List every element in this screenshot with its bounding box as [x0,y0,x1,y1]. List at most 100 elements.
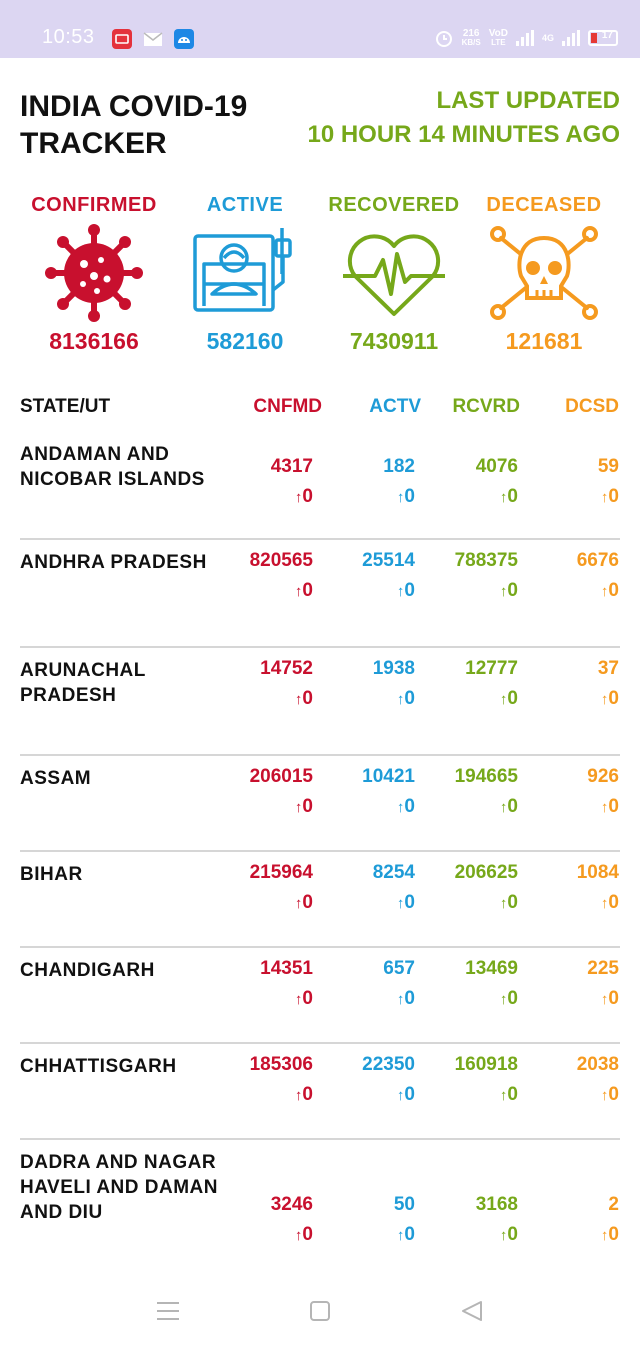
cell-dcsd: 1084 [576,862,619,883]
last-updated: LAST UPDATED 10 HOUR 14 MINUTES AGO [307,84,620,152]
signal-icon [515,30,534,46]
status-time: 10:53 [42,26,95,48]
up-arrow-icon: ↑ [499,1227,508,1244]
table-row[interactable]: ANDHRA PRADESH 820565 ↑0 25514 ↑0 788375 ↑0 667… [20,540,620,648]
delta-value: 0 [608,486,619,507]
up-arrow-icon: ↑ [396,489,405,506]
notification-app-icon [112,29,132,49]
status-bar: 10:53 216 KB/S VoD LTE 4G 17 [0,0,640,58]
delta-actv: ↑0 [397,1084,415,1106]
up-arrow-icon: ↑ [600,991,609,1008]
up-arrow-icon: ↑ [294,1227,303,1244]
delta-cnfmd: ↑0 [295,988,313,1010]
up-arrow-icon: ↑ [600,895,609,912]
battery-icon: 17 [588,30,618,46]
state-name: ANDHRA PRADESH [20,552,207,573]
state-name: CHANDIGARH [20,960,155,981]
delta-value: 0 [507,1084,518,1105]
home-icon[interactable] [309,1300,331,1322]
col-state: STATE/UT [20,396,111,417]
table-row[interactable]: ASSAM 206015 ↑0 10421 ↑0 194665 ↑0 926 ↑0 [20,756,620,852]
delta-dcsd: ↑0 [601,1224,619,1246]
delta-value: 0 [507,580,518,601]
delta-dcsd: ↑0 [601,892,619,914]
delta-value: 0 [404,688,415,709]
cell-cnfmd: 3246 [270,1194,313,1215]
net-speed: 216 KB/S [461,28,481,48]
delta-dcsd: ↑0 [601,580,619,602]
up-arrow-icon: ↑ [499,991,508,1008]
delta-dcsd: ↑0 [601,486,619,508]
delta-rcvrd: ↑0 [500,580,518,602]
cell-dcsd: 6676 [576,550,619,571]
cell-actv: 8254 [372,862,415,883]
delta-cnfmd: ↑0 [295,892,313,914]
up-arrow-icon: ↑ [294,691,303,708]
delta-cnfmd: ↑0 [295,1224,313,1246]
up-arrow-icon: ↑ [396,1087,405,1104]
menu-icon[interactable] [156,1300,180,1322]
table-row[interactable]: CHANDIGARH 14351 ↑0 657 ↑0 13469 ↑0 225 ↑0 [20,948,620,1044]
table-row[interactable]: BIHAR 215964 ↑0 8254 ↑0 206625 ↑0 1084 ↑0 [20,852,620,948]
cell-dcsd: 2038 [576,1054,619,1075]
cell-cnfmd: 14752 [260,658,313,679]
delta-dcsd: ↑0 [601,688,619,710]
cell-dcsd: 926 [587,766,619,787]
app-title: INDIA COVID-19 TRACKER [20,90,248,160]
delta-value: 0 [302,486,313,507]
delta-actv: ↑0 [397,580,415,602]
delta-actv: ↑0 [397,486,415,508]
delta-actv: ↑0 [397,1224,415,1246]
state-name: BIHAR [20,864,83,885]
summary-active: ACTIVE 582160 [170,190,320,355]
back-icon[interactable] [460,1300,484,1322]
cell-rcvrd: 788375 [454,550,518,571]
table-row[interactable]: ARUNACHAL PRADESH 14752 ↑0 1938 ↑0 12777 ↑0 37 ↑… [20,648,620,756]
delta-rcvrd: ↑0 [500,988,518,1010]
up-arrow-icon: ↑ [294,991,303,1008]
delta-actv: ↑0 [397,892,415,914]
up-arrow-icon: ↑ [499,799,508,816]
col-deceased: DCSD [565,396,619,417]
volte-top: VoD [488,28,508,39]
up-arrow-icon: ↑ [600,691,609,708]
gmail-icon [143,29,163,49]
up-arrow-icon: ↑ [396,691,405,708]
delta-dcsd: ↑0 [601,796,619,818]
cell-actv: 1938 [372,658,415,679]
summary-panel: CONFIRMED 8136166 ACTIVE [0,190,640,360]
col-confirmed: CNFMD [253,396,322,417]
net-speed-unit: KB/S [461,38,481,47]
delta-value: 0 [404,1084,415,1105]
cell-actv: 657 [383,958,415,979]
skull-crossbones-icon [490,226,598,320]
delta-value: 0 [608,688,619,709]
up-arrow-icon: ↑ [396,1227,405,1244]
delta-value: 0 [404,892,415,913]
table-row[interactable]: DADRA AND NAGAR HAVELI AND DAMAN AND DIU… [20,1140,620,1250]
col-recovered: RCVRD [452,396,520,417]
delta-actv: ↑0 [397,988,415,1010]
net-speed-value: 216 [462,28,480,39]
cell-dcsd: 37 [597,658,619,679]
cell-actv: 50 [393,1194,415,1215]
state-name: DADRA AND NAGAR HAVELI AND DAMAN AND DIU [20,1152,218,1223]
table-row[interactable]: ANDAMAN AND NICOBAR ISLANDS 4317 ↑0 182 ↑0 40… [20,432,620,540]
status-indicators: 216 KB/S VoD LTE 4G 17 [434,28,618,48]
table-row[interactable]: CHHATTISGARH 185306 ↑0 22350 ↑0 160918 ↑0 2038 ↑… [20,1044,620,1140]
delta-value: 0 [507,1224,518,1245]
summary-confirmed: CONFIRMED 8136166 [19,190,169,355]
up-arrow-icon: ↑ [396,895,405,912]
summary-value: 582160 [206,328,284,354]
up-arrow-icon: ↑ [600,583,609,600]
cell-rcvrd: 206625 [454,862,518,883]
delta-value: 0 [507,988,518,1009]
state-name: ANDAMAN AND NICOBAR ISLANDS [20,444,205,490]
up-arrow-icon: ↑ [499,489,508,506]
delta-rcvrd: ↑0 [500,796,518,818]
signal-icon-2 [562,30,580,46]
cell-actv: 10421 [362,766,415,787]
cell-cnfmd: 14351 [260,958,313,979]
summary-value: 121681 [505,328,583,354]
state-table[interactable]: ANDAMAN AND NICOBAR ISLANDS 4317 ↑0 182 ↑0 40… [20,432,620,1250]
